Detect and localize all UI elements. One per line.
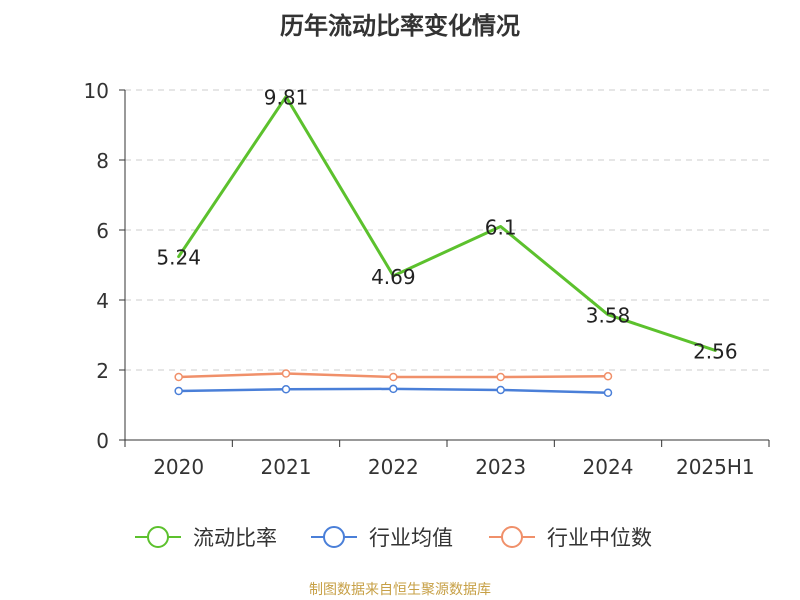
source-note: 制图数据来自恒生聚源数据库 — [309, 582, 491, 598]
data-point — [281, 385, 291, 394]
data-point — [496, 385, 505, 395]
data-label: 6.1 — [485, 216, 517, 240]
data-point — [496, 372, 505, 382]
data-label: 2.56 — [693, 339, 738, 363]
data-label: 4.69 — [371, 265, 416, 289]
legend-label: 行业中位数 — [547, 526, 652, 550]
chart-title: 历年流动比率变化情况 — [280, 12, 520, 40]
data-point — [389, 384, 398, 394]
y-tick-label: 10 — [84, 79, 109, 103]
data-labels: 5.24 9.81 4.69 6.1 3.58 2.56 — [156, 86, 737, 364]
series-line-0 — [177, 95, 717, 352]
legend[interactable]: 流动比率 行业均值 行业中位数 — [135, 526, 652, 550]
data-point — [603, 388, 613, 397]
y-tick-label: 2 — [96, 359, 109, 383]
y-tick-label: 4 — [96, 289, 109, 313]
axes: 0 2 4 6 8 10 2020 2021 2022 2023 2024 2025H1 — [84, 79, 770, 479]
y-tick-label: 6 — [96, 219, 109, 243]
y-tick-label: 0 — [96, 429, 109, 453]
grid-lines — [125, 89, 769, 371]
x-tick-label: 2021 — [261, 455, 312, 479]
legend-marker — [501, 526, 523, 548]
data-point — [389, 372, 398, 382]
data-point — [603, 372, 613, 381]
legend-marker — [323, 526, 345, 548]
legend-label: 行业均值 — [369, 526, 453, 550]
data-label: 5.24 — [156, 246, 201, 270]
data-point — [174, 372, 183, 382]
x-tick-label: 2020 — [153, 455, 204, 479]
series-lines — [174, 95, 717, 397]
x-tick-label: 2022 — [368, 455, 419, 479]
legend-item-2[interactable]: 行业中位数 — [489, 526, 652, 550]
x-tick-label: 2024 — [583, 455, 634, 479]
x-tick-label: 2025H1 — [676, 455, 755, 479]
data-label: 3.58 — [586, 304, 631, 328]
data-point — [281, 369, 291, 378]
x-tick-label: 2023 — [475, 455, 526, 479]
legend-marker — [147, 526, 169, 548]
y-tick-label: 8 — [96, 149, 109, 173]
legend-item-0[interactable]: 流动比率 — [135, 526, 277, 550]
data-label: 9.81 — [264, 86, 309, 110]
legend-label: 流动比率 — [193, 526, 277, 550]
data-point — [174, 386, 183, 396]
legend-item-1[interactable]: 行业均值 — [311, 526, 453, 550]
